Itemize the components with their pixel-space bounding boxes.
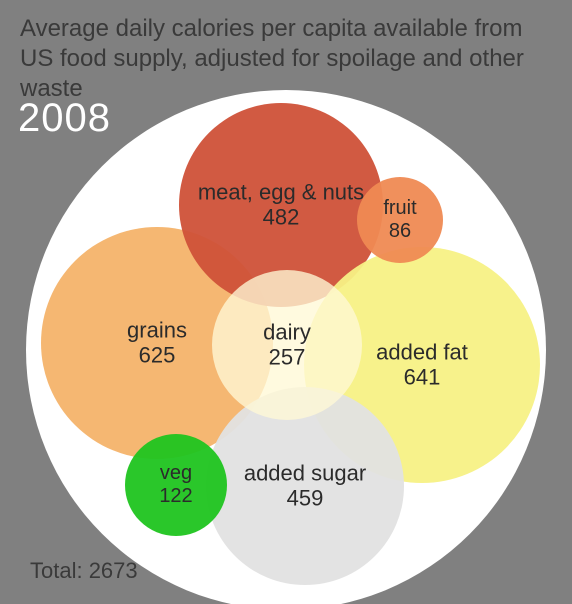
bubble-value-added-sugar: 459 bbox=[244, 486, 366, 511]
bubble-label-added-fat: added fat641 bbox=[376, 340, 468, 391]
bubble-name-fruit: fruit bbox=[383, 197, 416, 220]
bubble-label-dairy: dairy257 bbox=[263, 320, 311, 371]
bubble-name-grains: grains bbox=[127, 318, 187, 343]
bubble-name-added-fat: added fat bbox=[376, 340, 468, 365]
bubble-value-added-fat: 641 bbox=[376, 365, 468, 390]
bubble-label-added-sugar: added sugar459 bbox=[244, 461, 366, 512]
bubble-label-fruit: fruit86 bbox=[383, 197, 416, 243]
total-label: Total: 2673 bbox=[30, 558, 138, 584]
bubble-value-dairy: 257 bbox=[263, 345, 311, 370]
bubble-value-grains: 625 bbox=[127, 343, 187, 368]
bubble-name-added-sugar: added sugar bbox=[244, 461, 366, 486]
bubble-label-veg: veg122 bbox=[159, 462, 192, 508]
bubble-label-grains: grains625 bbox=[127, 318, 187, 369]
bubble-name-dairy: dairy bbox=[263, 320, 311, 345]
bubble-value-fruit: 86 bbox=[383, 220, 416, 243]
year-label: 2008 bbox=[18, 96, 111, 141]
bubble-name-meat: meat, egg & nuts bbox=[198, 180, 364, 205]
bubble-label-meat: meat, egg & nuts482 bbox=[198, 180, 364, 231]
chart-stage: grains625 meat, egg & nuts482 added fat641… bbox=[0, 0, 572, 604]
bubble-name-veg: veg bbox=[159, 462, 192, 485]
bubble-value-veg: 122 bbox=[159, 485, 192, 508]
bubble-value-meat: 482 bbox=[198, 205, 364, 230]
